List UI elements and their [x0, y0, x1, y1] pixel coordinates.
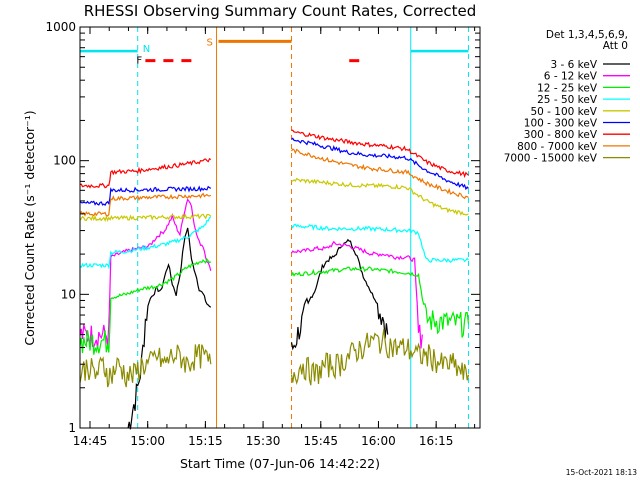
- series-7-segment-1: [79, 157, 212, 189]
- x-axis: 14:45 15:00 15:15 15:30 15:45 16:00 16:15: [73, 27, 476, 448]
- legend-label-9: 7000 - 15000 keV: [504, 153, 598, 165]
- x-tick-label-5: 16:00: [361, 434, 396, 448]
- series-1-segment-2: [290, 238, 389, 351]
- plot-frame: [79, 26, 481, 429]
- series-5-segment-2: [291, 177, 469, 216]
- legend-label-2: 6 - 12 keV: [544, 71, 598, 83]
- legend-label-7: 300 - 800 keV: [524, 129, 598, 141]
- legend-label-6: 100 - 300 keV: [524, 118, 598, 130]
- series-9-segment-1: [79, 343, 212, 388]
- x-tick-label-6: 16:15: [419, 434, 454, 448]
- plot-area: NF S: [79, 27, 470, 430]
- flare-flag-label: F: [136, 56, 142, 67]
- legend-label-5: 50 - 100 keV: [530, 106, 597, 118]
- series-6-segment-2: [291, 137, 469, 191]
- series-5-segment-1: [79, 213, 212, 223]
- y-tick-label-0: 1: [68, 421, 76, 435]
- series-2-segment-2: [290, 240, 423, 349]
- chart-title: RHESSI Observing Summary Count Rates, Co…: [84, 2, 477, 20]
- legend-label-8: 800 - 7000 keV: [517, 141, 598, 153]
- y-tick-label-1: 10: [61, 287, 76, 301]
- series-6-segment-1: [79, 185, 212, 207]
- footer-timestamp: 15-Oct-2021 18:13: [566, 468, 637, 477]
- series-8-segment-1: [79, 192, 212, 217]
- x-tick-label-1: 15:00: [130, 434, 165, 448]
- x-tick-label-0: 14:45: [73, 434, 108, 448]
- series-3-segment-2: [290, 266, 470, 338]
- y-tick-label-2: 100: [53, 154, 76, 168]
- series-3-segment-1: [79, 257, 212, 355]
- series-9-segment-2: [290, 329, 470, 386]
- legend-header-1: Att 0: [603, 40, 628, 52]
- x-tick-label-3: 15:30: [246, 434, 281, 448]
- x-tick-label-4: 15:45: [303, 434, 338, 448]
- x-axis-label: Start Time (07-Jun-06 14:42:22): [180, 456, 380, 471]
- legend-header-0: Det 1,3,4,5,6,9,: [546, 29, 628, 41]
- y-axis-label: Corrected Count Rate (s⁻¹ detector⁻¹): [22, 110, 37, 345]
- saa-flag-label: S: [206, 37, 212, 48]
- series-7-segment-2: [291, 129, 469, 179]
- night-flag-label: N: [143, 44, 150, 55]
- x-tick-label-2: 15:15: [188, 434, 223, 448]
- y-tick-label-3: 1000: [45, 20, 76, 34]
- y-axis: 1 10 100 1000: [45, 20, 480, 435]
- legend-label-4: 25 - 50 keV: [537, 94, 598, 106]
- series-4-segment-1: [79, 216, 212, 270]
- series-1-segment-1: [127, 227, 212, 430]
- legend-label-3: 12 - 25 keV: [537, 82, 598, 94]
- series-8-segment-2: [291, 148, 469, 200]
- series-4-segment-2: [291, 223, 469, 264]
- legend-label-1: 3 - 6 keV: [550, 59, 597, 71]
